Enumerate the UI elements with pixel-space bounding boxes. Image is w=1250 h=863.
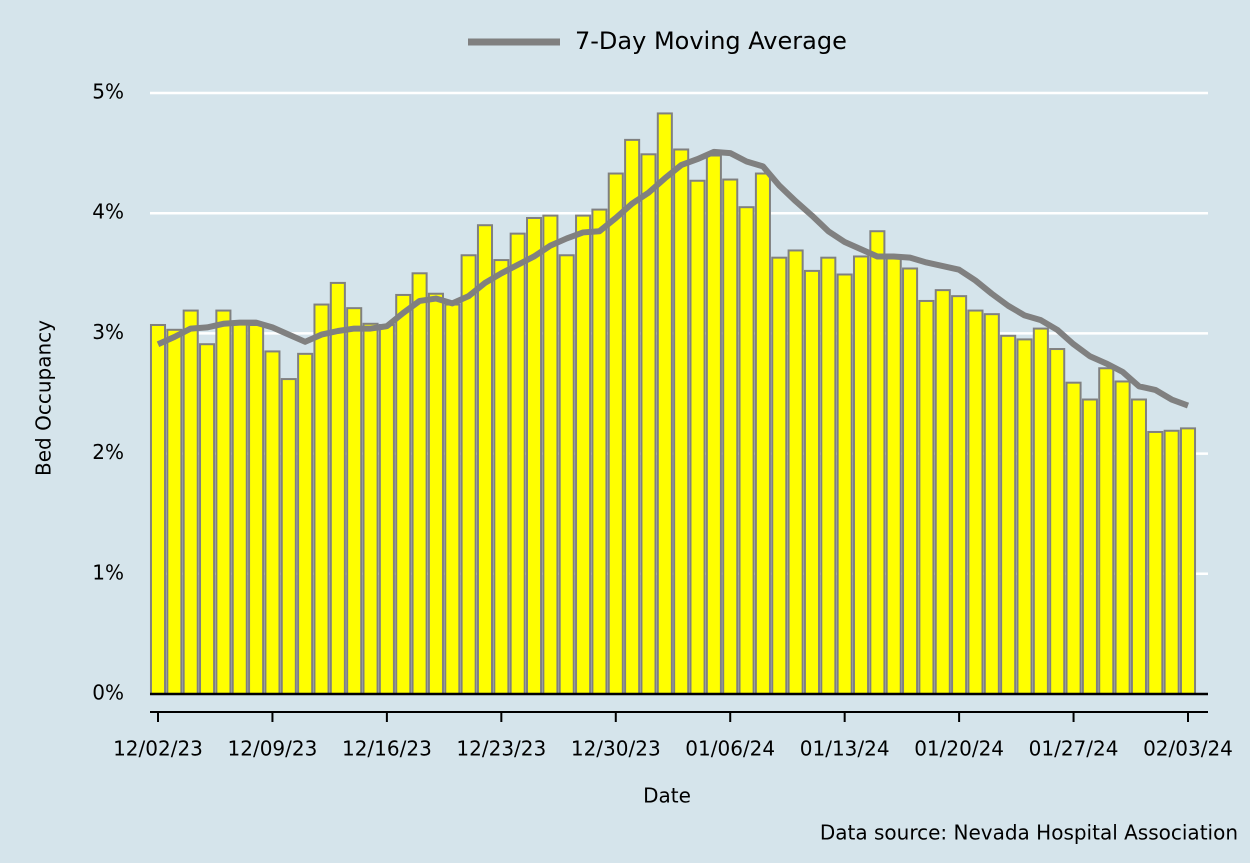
x-tick-label: 01/13/24	[800, 737, 890, 761]
bar	[869, 230, 886, 695]
y-tick-label: 2%	[92, 440, 124, 464]
bar	[149, 323, 167, 695]
bar	[656, 112, 673, 695]
x-tick-label: 02/03/24	[1143, 737, 1233, 761]
bar	[575, 214, 592, 695]
bar	[705, 154, 722, 695]
bar	[836, 273, 853, 695]
bar	[166, 328, 183, 695]
bar	[902, 267, 919, 695]
bar	[673, 148, 690, 695]
bar	[526, 217, 543, 695]
bar	[280, 378, 297, 695]
bar	[1179, 427, 1197, 695]
bar	[395, 293, 412, 695]
bar	[231, 321, 248, 695]
bar	[411, 272, 428, 695]
bar	[427, 292, 444, 695]
bar	[182, 309, 199, 695]
y-tick-label: 4%	[92, 200, 124, 224]
bar	[1049, 348, 1066, 695]
bar	[493, 259, 510, 695]
bar	[918, 299, 935, 695]
bar	[199, 343, 216, 695]
bar	[1114, 380, 1131, 695]
bar	[967, 309, 984, 695]
bar	[264, 350, 281, 695]
bar	[983, 313, 1000, 695]
bar	[885, 256, 902, 695]
x-tick-label: 12/23/23	[456, 737, 546, 761]
y-tick-label: 3%	[92, 320, 124, 344]
x-tick-label: 12/16/23	[342, 737, 432, 761]
caption: Data source: Nevada Hospital Association	[820, 821, 1238, 845]
x-tick-label: 12/30/23	[571, 737, 661, 761]
bar	[558, 254, 575, 696]
bar	[297, 352, 314, 695]
bar	[591, 208, 608, 695]
bar	[803, 269, 820, 695]
bar	[640, 153, 657, 695]
bar	[852, 255, 870, 695]
bar	[346, 307, 363, 695]
bar	[934, 289, 951, 695]
bar	[460, 254, 477, 696]
x-tick-label: 01/27/24	[1029, 737, 1119, 761]
bar	[1130, 398, 1147, 695]
y-axis-label: Bed Occupancy	[32, 320, 56, 476]
bar	[787, 249, 804, 695]
bar	[476, 224, 494, 695]
line	[156, 148, 1190, 409]
bar	[1065, 381, 1082, 695]
bar	[1000, 334, 1017, 695]
bar	[378, 323, 395, 695]
bar	[1081, 398, 1098, 695]
bar	[542, 214, 559, 695]
x-tick-label: 01/06/24	[685, 737, 775, 761]
bar	[738, 206, 755, 695]
bar	[771, 256, 788, 695]
bar	[313, 303, 330, 695]
bar	[689, 179, 706, 696]
bar	[215, 309, 232, 695]
y-tick-label: 1%	[92, 560, 124, 584]
bar	[951, 295, 968, 695]
bar	[722, 178, 739, 695]
bar	[1098, 367, 1115, 695]
bar	[1032, 327, 1049, 695]
legend-label: 7-Day Moving Average	[575, 27, 847, 55]
y-tick-label: 0%	[92, 681, 124, 705]
x-tick-label: 12/09/23	[228, 737, 318, 761]
bar	[820, 256, 837, 695]
bar	[607, 172, 624, 695]
bar	[444, 303, 461, 695]
x-tick-label: 12/02/23	[113, 737, 203, 761]
x-axis-label: Date	[643, 784, 691, 808]
bar	[1147, 430, 1164, 695]
bar	[362, 322, 379, 695]
x-tick-label: 01/20/24	[914, 737, 1004, 761]
bar	[509, 232, 526, 695]
bar	[624, 138, 641, 696]
bar	[1163, 429, 1180, 695]
y-tick-label: 5%	[92, 80, 124, 104]
bar	[1016, 338, 1033, 695]
bar	[248, 323, 265, 695]
bar	[329, 281, 346, 695]
bar	[754, 172, 771, 695]
